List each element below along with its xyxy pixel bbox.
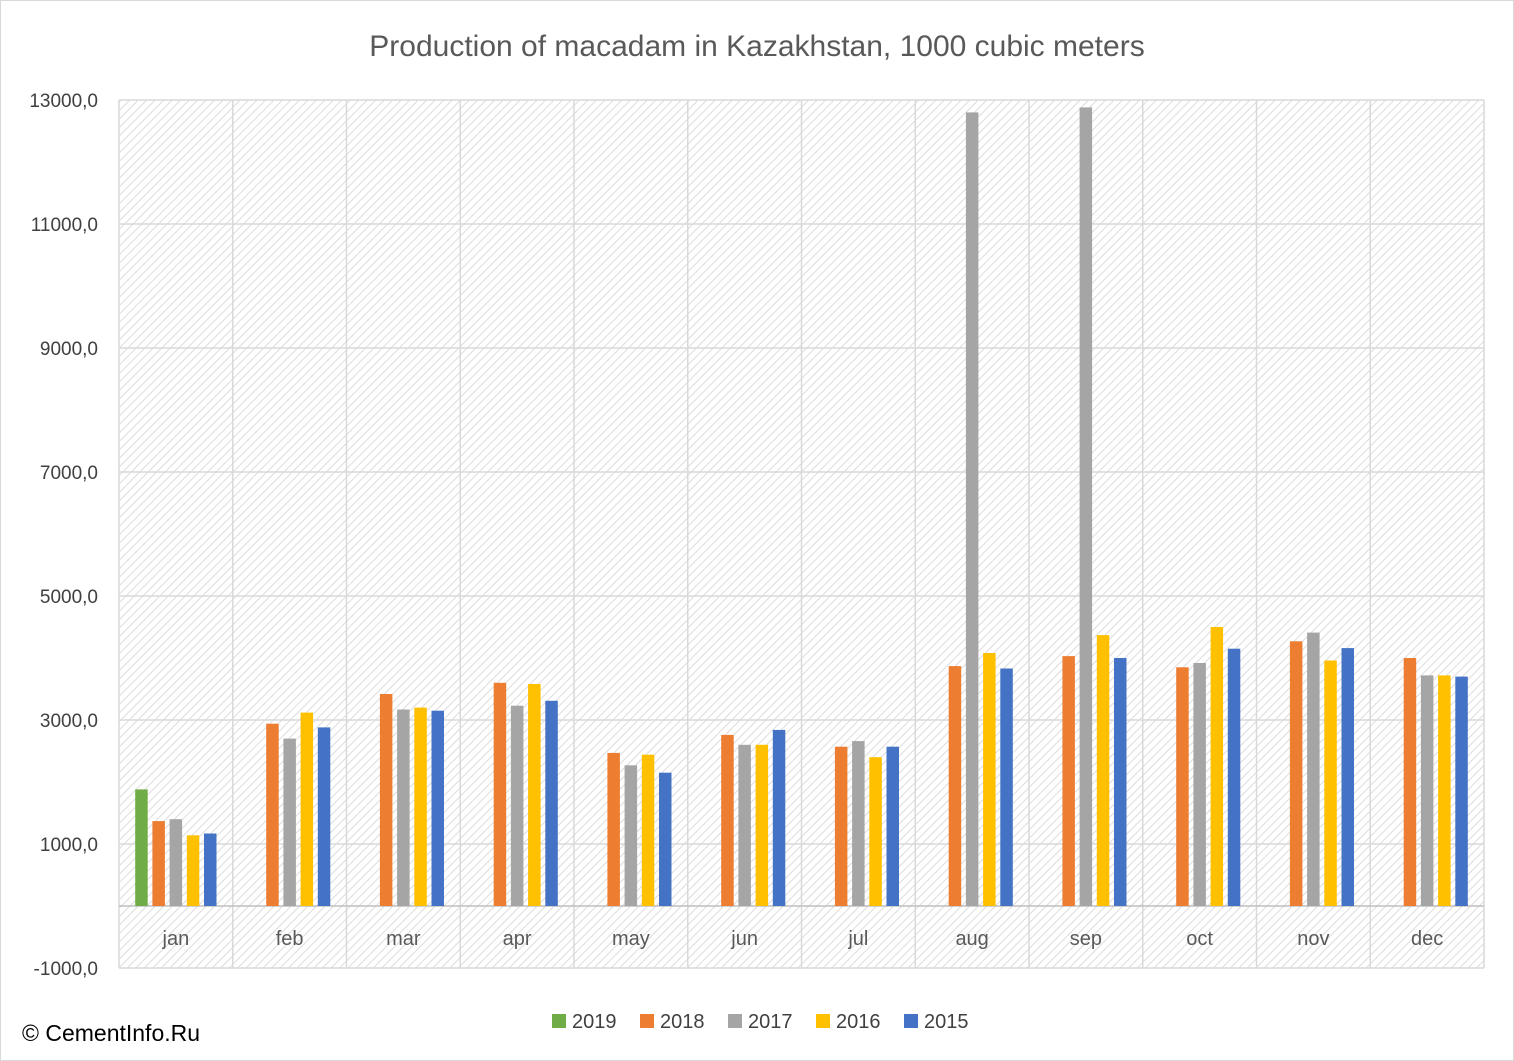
bars (135, 107, 1468, 906)
bar-2018-jan (152, 821, 165, 906)
bar-2016-sep (1096, 635, 1110, 906)
bar-2017-sep (1079, 107, 1093, 906)
x-tick-label-jan: jan (162, 928, 190, 950)
bar-2015-may (659, 772, 672, 906)
bar-2018-feb (266, 723, 279, 906)
bar-2017-aug (965, 112, 979, 906)
legend-label-2018: 2018 (660, 1011, 705, 1033)
bar-2017-nov (1307, 632, 1320, 906)
y-tick-label: 9000,0 (40, 339, 98, 360)
bar-2016-jul (869, 757, 882, 906)
legend-swatch-2016 (816, 1014, 830, 1028)
x-tick-label-mar: mar (386, 928, 421, 950)
bar-2018-oct (1176, 667, 1189, 906)
bar-2019-jan (135, 789, 148, 906)
bar-2017-jul (852, 741, 865, 906)
bar-2016-oct (1210, 627, 1224, 906)
bar-2015-mar (431, 710, 444, 906)
bar-2018-sep (1062, 656, 1075, 906)
legend-label-2016: 2016 (836, 1011, 881, 1033)
y-tick-label: 13000,0 (29, 91, 98, 112)
bar-2017-feb (283, 738, 296, 906)
x-axis-ticks: jan feb mar apr may jun jul aug sep oct nov dec (162, 928, 1444, 950)
bar-2016-nov (1324, 660, 1337, 906)
legend-swatch-2019 (552, 1014, 566, 1028)
y-axis-ticks: 13000,0 11000,0 9000,0 7000,0 5000,0 3000,0 10… (29, 91, 98, 980)
bar-2018-apr (493, 682, 507, 906)
bar-2018-jul (834, 746, 848, 906)
bar-2016-aug (983, 653, 996, 906)
bar-2018-aug (948, 666, 962, 906)
y-tick-label: 5000,0 (40, 587, 98, 608)
y-tick-label: -1000,0 (34, 959, 98, 980)
x-tick-label-sep: sep (1070, 928, 1102, 950)
legend: 2019 2018 2017 2016 2015 (552, 1011, 969, 1033)
bar-2015-jun (772, 729, 786, 906)
bar-2015-oct (1227, 648, 1241, 906)
legend-swatch-2018 (640, 1014, 654, 1028)
x-tick-label-aug: aug (955, 928, 988, 950)
legend-label-2019: 2019 (572, 1011, 617, 1033)
x-tick-label-feb: feb (276, 928, 304, 950)
bar-2015-feb (317, 727, 331, 906)
legend-swatch-2015 (904, 1014, 918, 1028)
legend-label-2017: 2017 (748, 1011, 793, 1033)
x-tick-label-jul: jul (847, 928, 868, 950)
bar-2016-jan (186, 835, 200, 906)
bar-2015-jul (886, 746, 899, 906)
bar-2017-jun (738, 744, 751, 906)
bar-2016-jun (755, 744, 769, 906)
y-tick-label: 11000,0 (31, 215, 98, 236)
x-tick-label-oct: oct (1186, 928, 1213, 950)
legend-swatch-2017 (728, 1014, 742, 1028)
x-tick-label-dec: dec (1411, 928, 1443, 950)
bar-2015-dec (1455, 676, 1468, 906)
x-tick-label-nov: nov (1297, 928, 1329, 950)
y-tick-label: 3000,0 (40, 711, 98, 732)
bar-2017-may (624, 765, 638, 906)
legend-label-2015: 2015 (924, 1011, 969, 1033)
gridlines (118, 99, 1485, 969)
bar-2016-dec (1438, 675, 1451, 906)
bar-2018-nov (1289, 641, 1303, 906)
bar-2018-mar (379, 694, 393, 906)
bar-2016-may (641, 754, 655, 906)
y-tick-label: 7000,0 (40, 463, 98, 484)
chart-title: Production of macadam in Kazakhstan, 100… (369, 30, 1144, 63)
x-tick-label-may: may (612, 928, 650, 950)
bar-2017-dec (1420, 675, 1434, 906)
bar-2016-feb (300, 712, 314, 906)
bar-2017-mar (397, 709, 410, 906)
bar-2015-jan (204, 833, 217, 906)
bar-2015-aug (1000, 668, 1013, 906)
bar-2017-oct (1193, 663, 1206, 906)
watermark: © CementInfo.Ru (22, 1020, 201, 1046)
bar-2015-sep (1114, 658, 1127, 906)
bar-2016-mar (414, 707, 427, 906)
bar-2018-dec (1403, 658, 1417, 906)
bar-2017-apr (510, 705, 524, 906)
bar-2015-apr (545, 700, 558, 906)
x-tick-label-jun: jun (730, 928, 758, 950)
y-tick-label: 1000,0 (40, 835, 98, 856)
bar-2016-apr (528, 684, 541, 906)
x-tick-label-apr: apr (503, 928, 532, 950)
bar-2015-nov (1341, 648, 1354, 906)
bar-2018-jun (721, 734, 734, 906)
bar-2018-may (607, 752, 620, 906)
bar-2017-jan (169, 819, 183, 906)
